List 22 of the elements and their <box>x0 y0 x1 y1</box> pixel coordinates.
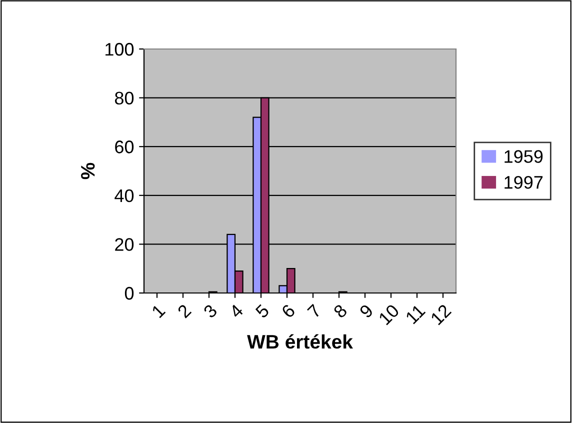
x-tick-label: 10 <box>378 304 400 326</box>
y-tick-label: 80 <box>114 92 134 105</box>
y-tick-label: 0 <box>124 286 134 300</box>
legend-label: 1959 <box>504 150 543 163</box>
x-tick-label: 7 <box>307 304 322 318</box>
x-tick-label: 8 <box>332 304 348 319</box>
x-axis-title: WB értékek <box>247 334 353 349</box>
legend-label: 1997 <box>504 176 543 189</box>
x-tick-label: 3 <box>202 304 218 319</box>
y-axis-title: % <box>81 162 95 180</box>
x-tick-label: 12 <box>430 304 452 326</box>
y-tick-label: 60 <box>115 140 134 154</box>
x-tick-label: 1 <box>151 304 166 318</box>
x-tick-label: 4 <box>228 304 244 319</box>
x-tick-label: 2 <box>176 304 192 318</box>
y-tick-label: 20 <box>115 238 134 251</box>
x-tick-label: 9 <box>358 304 374 319</box>
x-tick-label: 5 <box>254 304 270 319</box>
x-tick-label: 11 <box>405 304 426 324</box>
x-tick-label: 6 <box>280 304 296 319</box>
y-tick-label: 40 <box>114 189 134 202</box>
y-tick-label: 100 <box>106 42 134 56</box>
